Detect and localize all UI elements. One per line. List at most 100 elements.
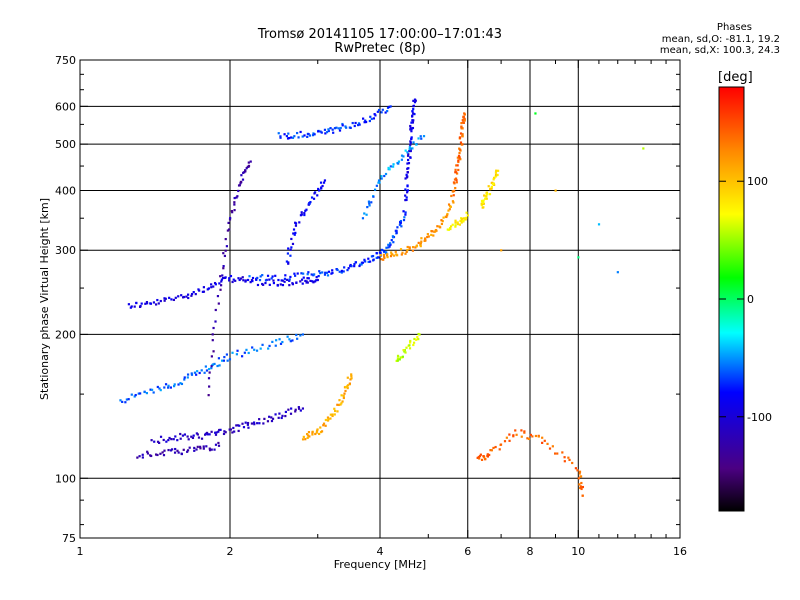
data-point	[514, 429, 517, 432]
data-point	[216, 364, 219, 368]
data-point	[177, 295, 180, 298]
data-point	[405, 250, 408, 253]
data-point	[309, 200, 312, 204]
data-point	[495, 169, 498, 172]
data-point	[411, 147, 414, 150]
data-point	[481, 206, 484, 209]
data-point	[219, 288, 222, 291]
data-point	[291, 242, 295, 246]
data-point	[491, 183, 495, 186]
data-point	[342, 396, 345, 400]
data-point	[327, 418, 330, 421]
data-point	[499, 443, 503, 446]
data-point	[242, 426, 246, 429]
data-point	[343, 266, 346, 269]
data-point	[370, 117, 373, 121]
colorbar-tick-label: 100	[747, 175, 768, 188]
data-point	[419, 242, 422, 245]
data-point	[363, 212, 366, 215]
data-point	[277, 132, 280, 135]
data-point	[191, 436, 195, 440]
data-point	[130, 305, 133, 308]
data-point	[320, 131, 323, 134]
data-point	[447, 209, 450, 212]
data-point	[351, 121, 354, 125]
data-point	[246, 278, 250, 282]
data-point	[489, 188, 492, 191]
data-point	[375, 256, 378, 260]
data-point	[380, 175, 383, 178]
data-point	[461, 133, 464, 136]
data-point	[449, 205, 452, 208]
data-point	[139, 392, 142, 395]
data-point	[251, 279, 254, 283]
data-point	[409, 341, 412, 344]
data-point	[402, 348, 405, 352]
data-point	[415, 245, 418, 248]
data-point	[489, 449, 492, 452]
data-point	[485, 191, 489, 194]
data-point	[481, 202, 485, 206]
data-point	[163, 449, 166, 452]
data-point	[251, 346, 254, 349]
data-point	[213, 281, 217, 285]
data-point	[323, 179, 327, 182]
phase-info-x: mean, sd,X: 100.3, 24.3	[659, 45, 780, 56]
data-point	[414, 99, 417, 102]
data-point	[391, 165, 395, 168]
data-point	[280, 279, 283, 282]
data-point	[329, 417, 332, 420]
data-point	[488, 193, 492, 196]
data-point	[286, 137, 290, 140]
data-point	[285, 260, 288, 263]
data-point	[227, 221, 230, 224]
data-point	[404, 188, 407, 191]
data-point	[320, 186, 323, 189]
data-point	[346, 386, 349, 390]
data-point	[411, 126, 415, 130]
data-point	[245, 167, 248, 170]
data-point	[367, 200, 371, 203]
data-point	[287, 261, 290, 264]
data-point	[222, 252, 225, 255]
data-point	[271, 275, 274, 278]
data-point	[219, 284, 223, 287]
data-point	[494, 173, 498, 176]
colorbar-tick-label: 0	[747, 293, 754, 306]
data-point	[220, 280, 223, 283]
data-point	[250, 422, 254, 425]
data-point	[304, 279, 307, 283]
data-point	[267, 347, 270, 350]
data-point	[385, 246, 388, 249]
data-point	[170, 448, 174, 451]
data-point	[346, 376, 349, 379]
phase-info-heading: Phases	[716, 22, 752, 33]
data-point	[274, 413, 277, 416]
data-point	[331, 269, 334, 272]
data-point	[198, 289, 201, 292]
data-point	[125, 398, 128, 401]
data-point	[580, 486, 583, 489]
data-point	[462, 219, 465, 223]
data-point	[300, 213, 303, 216]
data-point	[365, 120, 368, 124]
data-point	[246, 421, 250, 425]
data-point	[333, 127, 337, 130]
data-point	[237, 189, 240, 193]
data-point	[379, 251, 382, 254]
data-point	[244, 279, 247, 282]
data-point	[454, 224, 457, 227]
data-point	[214, 443, 218, 446]
data-point	[415, 338, 418, 341]
data-point	[459, 219, 462, 223]
data-point	[277, 278, 280, 282]
data-point	[214, 308, 217, 312]
data-point	[381, 248, 384, 252]
data-point	[288, 284, 291, 287]
data-point	[212, 326, 215, 330]
data-point	[237, 429, 240, 433]
data-point	[339, 403, 342, 406]
data-point	[567, 456, 570, 459]
data-point	[409, 156, 412, 159]
data-point	[412, 141, 415, 144]
